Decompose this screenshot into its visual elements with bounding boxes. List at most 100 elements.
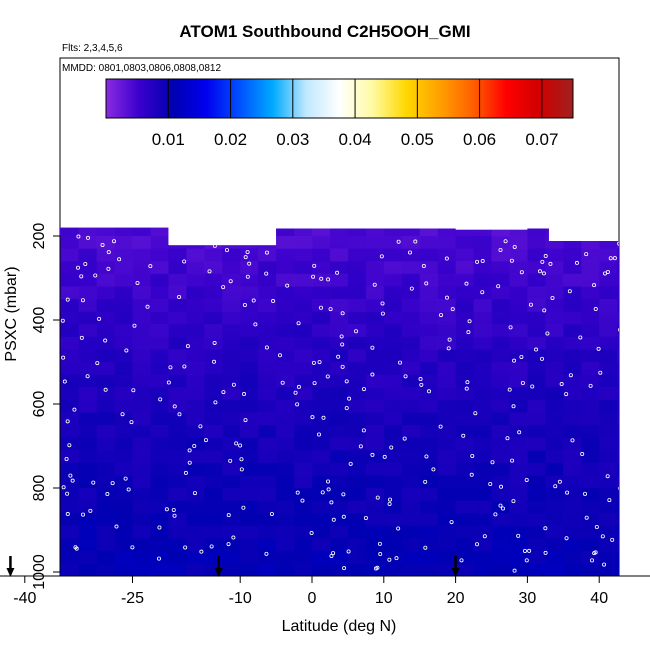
heatmap-cell bbox=[365, 336, 385, 350]
heatmap-cell bbox=[186, 450, 205, 464]
heatmap-cell bbox=[509, 513, 528, 527]
heatmap-cell bbox=[168, 513, 187, 527]
heatmap-cell bbox=[312, 336, 331, 350]
heatmap-cell bbox=[563, 336, 582, 350]
heatmap-cell bbox=[60, 513, 80, 527]
heatmap-cell bbox=[347, 227, 367, 237]
heatmap-cell bbox=[240, 513, 259, 527]
heatmap-cell bbox=[294, 475, 313, 489]
heatmap-cell bbox=[527, 311, 546, 325]
heatmap-cell bbox=[150, 538, 169, 552]
heatmap-cell bbox=[60, 336, 80, 350]
heatmap-cell bbox=[473, 336, 492, 350]
observation-point bbox=[68, 473, 73, 478]
heatmap-cell bbox=[114, 324, 133, 338]
heatmap-cell bbox=[150, 475, 169, 489]
heatmap-cell bbox=[78, 563, 98, 576]
observation-point bbox=[598, 370, 603, 375]
heatmap-cell bbox=[312, 324, 331, 338]
observation-point bbox=[372, 282, 377, 287]
heatmap-cell bbox=[527, 336, 546, 350]
heatmap-cell bbox=[455, 462, 475, 476]
observation-point bbox=[537, 269, 542, 274]
observation-point bbox=[516, 533, 521, 538]
heatmap-cell bbox=[473, 324, 492, 338]
observation-point bbox=[361, 428, 366, 433]
observation-point bbox=[559, 382, 564, 387]
observation-point bbox=[243, 418, 248, 423]
heatmap-cell bbox=[96, 299, 116, 313]
observation-point bbox=[75, 265, 80, 270]
observation-point bbox=[375, 495, 380, 500]
heatmap-cell bbox=[419, 437, 439, 451]
heatmap-cell bbox=[383, 336, 403, 350]
heatmap-cell bbox=[60, 513, 62, 527]
heatmap-cell bbox=[258, 248, 277, 262]
observation-point bbox=[447, 337, 452, 342]
heatmap-cell bbox=[258, 349, 277, 363]
observation-point bbox=[326, 487, 331, 492]
heatmap-cell bbox=[635, 564, 650, 577]
observation-point bbox=[120, 412, 125, 417]
observation-point bbox=[444, 256, 449, 261]
heatmap-cell bbox=[491, 412, 510, 426]
observation-point bbox=[61, 485, 66, 490]
observation-point bbox=[584, 515, 589, 520]
heatmap-cell bbox=[60, 551, 62, 565]
heatmap-cell bbox=[329, 450, 349, 464]
heatmap-cell bbox=[7, 400, 25, 413]
observation-point bbox=[358, 444, 363, 449]
observation-point bbox=[450, 307, 455, 312]
heatmap-cell bbox=[455, 299, 475, 313]
observation-point bbox=[408, 250, 413, 255]
heatmap-cell bbox=[419, 563, 439, 576]
heatmap-cell bbox=[383, 513, 403, 527]
observation-point bbox=[527, 548, 532, 553]
heatmap-cell bbox=[401, 462, 421, 476]
heatmap-cell bbox=[240, 324, 259, 338]
heatmap-cell bbox=[186, 273, 205, 287]
observation-point bbox=[26, 306, 29, 309]
heatmap-cell bbox=[60, 273, 80, 287]
observation-point bbox=[339, 334, 344, 339]
observation-point bbox=[340, 342, 345, 347]
heatmap-cell bbox=[312, 387, 331, 401]
heatmap-cell bbox=[599, 425, 618, 439]
heatmap-cell bbox=[473, 538, 492, 552]
heatmap-cell bbox=[383, 425, 403, 439]
observation-point bbox=[512, 568, 517, 573]
heatmap-cell bbox=[222, 299, 241, 313]
heatmap-cell bbox=[599, 374, 618, 388]
heatmap-cell bbox=[258, 286, 277, 300]
observation-point bbox=[636, 441, 639, 444]
heatmap-cell bbox=[527, 387, 546, 401]
observation-point bbox=[317, 360, 322, 365]
observation-point bbox=[132, 323, 137, 328]
heatmap-cell bbox=[563, 299, 582, 313]
heatmap-cell bbox=[222, 513, 241, 527]
heatmap-cell bbox=[419, 500, 439, 514]
heatmap-cell bbox=[383, 273, 403, 287]
heatmap-cell bbox=[599, 336, 618, 350]
heatmap-cell bbox=[96, 227, 116, 237]
heatmap-cell bbox=[527, 488, 546, 502]
observation-point bbox=[344, 379, 349, 384]
heatmap-cell bbox=[114, 462, 133, 476]
heatmap-cell bbox=[401, 538, 421, 552]
heatmap-cell bbox=[276, 399, 295, 413]
heatmap-cell bbox=[96, 311, 116, 325]
heatmap-cell bbox=[186, 236, 205, 250]
observation-point bbox=[396, 526, 401, 531]
observation-point bbox=[296, 384, 301, 389]
observation-point bbox=[377, 541, 382, 546]
heatmap-cell bbox=[437, 437, 457, 451]
observation-point bbox=[37, 379, 40, 382]
heatmap-cell bbox=[25, 274, 43, 287]
observation-point bbox=[421, 264, 426, 269]
observation-point bbox=[300, 498, 305, 503]
heatmap-cell bbox=[473, 299, 492, 313]
heatmap-cell bbox=[473, 261, 492, 275]
heatmap-cell bbox=[365, 286, 385, 300]
observation-point bbox=[498, 503, 503, 508]
heatmap-cell bbox=[581, 236, 600, 250]
